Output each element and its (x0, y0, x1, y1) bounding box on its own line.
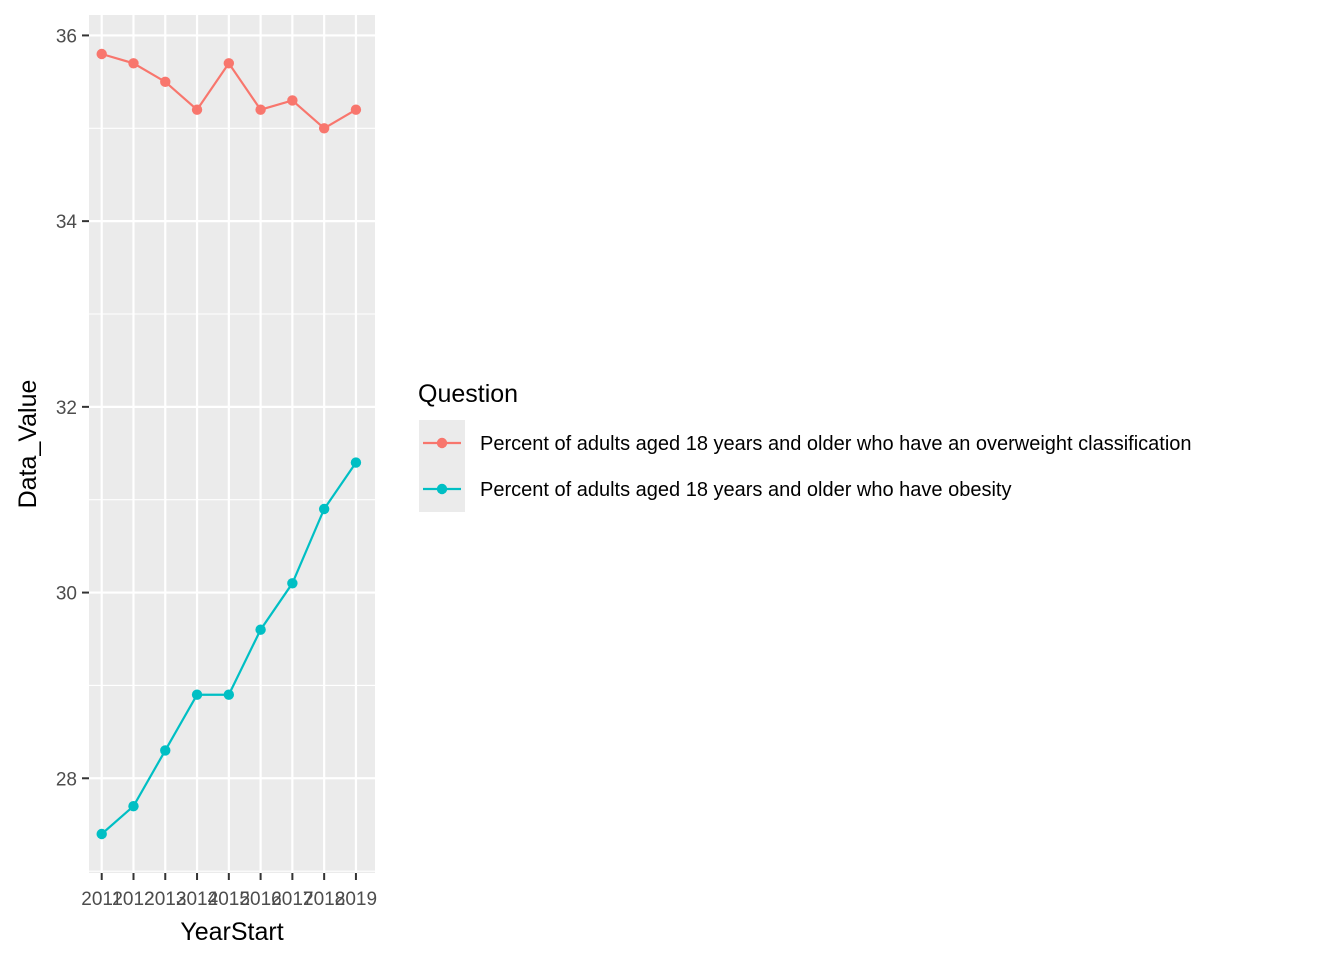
y-tick-label: 30 (56, 584, 77, 605)
y-axis: 28 30 32 34 36 (56, 26, 89, 790)
data-point (287, 95, 298, 106)
x-tick-label: 2015 (208, 889, 250, 910)
major-gridlines (89, 15, 375, 873)
x-tick-label: 2013 (144, 889, 186, 910)
data-point (318, 123, 330, 134)
data-point (350, 104, 362, 115)
data-point (191, 689, 203, 700)
data-point (287, 578, 298, 589)
y-tick-label: 34 (56, 212, 78, 233)
x-tick-label: 2012 (112, 889, 154, 910)
data-point (128, 58, 139, 69)
data-point (350, 457, 362, 468)
x-tick-label: 2018 (303, 889, 345, 910)
x-axis-title: YearStart (180, 918, 283, 946)
y-tick-label: 28 (56, 769, 77, 790)
data-point (96, 828, 107, 840)
data-point (160, 745, 171, 756)
legend-key-background (419, 420, 465, 512)
data-point (191, 104, 203, 115)
data-point (160, 76, 171, 88)
series-layer (96, 48, 362, 840)
legend-title: Question (418, 380, 518, 408)
legend-key-point (436, 437, 448, 449)
data-point (255, 624, 266, 635)
y-tick-label: 32 (56, 398, 77, 419)
x-tick-label: 2014 (176, 889, 219, 910)
y-tick-label: 36 (56, 26, 77, 47)
data-point (223, 58, 235, 69)
data-point (128, 800, 139, 812)
legend-label: Percent of adults aged 18 years and olde… (480, 479, 1011, 501)
y-axis-title: Data_Value (14, 380, 42, 509)
data-point (255, 104, 266, 115)
x-tick-label: 2019 (335, 889, 377, 910)
data-point (223, 689, 235, 700)
legend-key-point (436, 483, 448, 495)
panel-background (89, 15, 375, 873)
data-point (96, 48, 107, 60)
x-tick-label: 2017 (271, 889, 313, 910)
legend: Question Percent of adults aged 18 years… (418, 380, 1192, 512)
x-tick-label: 2011 (81, 889, 122, 910)
legend-label: Percent of adults aged 18 years and olde… (480, 433, 1192, 455)
data-point (318, 503, 330, 515)
x-tick-label: 2016 (239, 889, 281, 910)
minor-gridlines (89, 127, 375, 872)
